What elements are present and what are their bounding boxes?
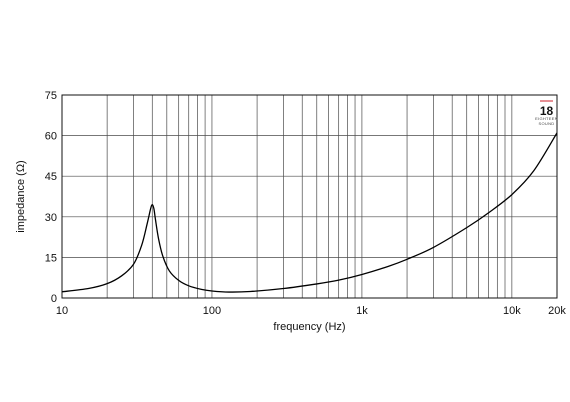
x-tick-label: 20k (548, 305, 566, 317)
x-tick-label: 100 (203, 305, 221, 317)
y-tick-label: 45 (45, 171, 57, 183)
curve-layer (61, 132, 558, 293)
x-tick-label: 10 (56, 305, 68, 317)
y-tick-label: 75 (45, 90, 57, 102)
logo-subtext-bottom: SOUND (539, 121, 555, 126)
y-tick-label: 30 (45, 212, 57, 224)
logo-number: 18 (540, 104, 554, 118)
grid-lines (62, 95, 557, 298)
logo-subtext-top: EIGHTEEN (535, 116, 558, 121)
x-axis-label: frequency (Hz) (273, 321, 345, 333)
y-axis-label: impedance (Ω) (15, 160, 27, 232)
x-tick-label: 1k (356, 305, 368, 317)
y-tick-label: 60 (45, 131, 57, 143)
y-tick-label: 0 (51, 293, 57, 305)
impedance-curve (61, 132, 558, 293)
y-tick-labels: 0 15 30 45 60 75 (45, 90, 57, 305)
brand-logo: 18 EIGHTEEN SOUND (535, 98, 558, 126)
y-tick-label: 15 (45, 252, 57, 264)
x-tick-label: 10k (503, 305, 521, 317)
x-tick-labels: 10 100 1k 10k 20k (56, 305, 566, 317)
plot-frame (61, 94, 558, 299)
